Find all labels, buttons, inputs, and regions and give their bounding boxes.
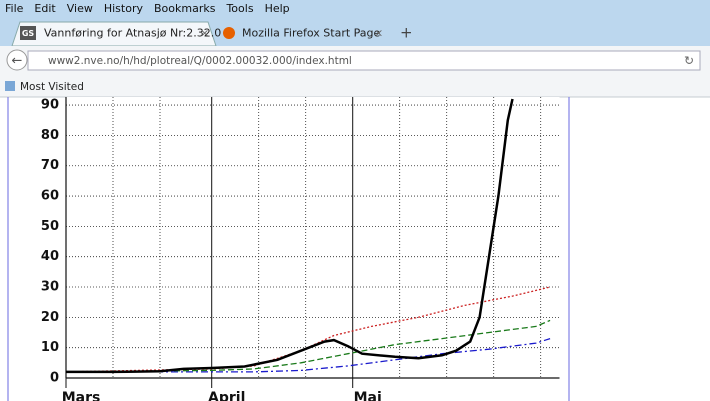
bookmark-icon [5,81,15,91]
series-line [66,337,551,373]
y-tick-label: 50 [41,219,59,234]
y-tick-label: 40 [41,249,59,264]
y-tick-label: 80 [41,128,59,143]
tab-close[interactable]: × [374,27,383,40]
x-tick-label: Mars [62,390,101,401]
y-tick-label: 10 [41,340,59,355]
y-tick-label: 0 [50,371,59,386]
plot-area [66,97,560,378]
series-line [66,98,514,374]
y-tick-label: 70 [41,158,59,173]
back-arrow: ← [12,54,23,69]
url[interactable]: www2.nve.no/h/hd/plotreal/Q/0002.00032.0… [48,55,352,67]
menu-item[interactable]: Tools [225,2,253,15]
y-tick-label: 60 [41,189,59,204]
menu-item[interactable]: Bookmarks [154,2,216,15]
menu-item[interactable]: View [67,2,93,15]
x-tick-label: April [208,390,245,401]
tab-title[interactable]: Vannføring for Atnasjø Nr:2.32.0 [44,27,221,40]
menu-item[interactable]: File [5,2,24,15]
menu-item[interactable]: Help [265,2,290,15]
back-button[interactable] [6,49,28,71]
series-line [65,286,551,373]
series-line [65,319,551,373]
url-bar[interactable] [27,50,701,71]
bookmark[interactable]: Most Visited [20,81,84,93]
y-tick-label: 20 [41,310,59,325]
tab-title[interactable]: Mozilla Firefox Start Page [242,27,381,40]
new-tab[interactable]: + [400,24,413,42]
tab-close[interactable]: × [200,27,209,40]
x-tick-label: Mai [354,390,382,401]
tab-icon-bg [20,26,36,40]
menu-item[interactable]: Edit [34,2,56,15]
chart: 0 10 20 30 40 50 60 70 80 90 Mars April Mai [7,97,570,401]
y-tick-label: 90 [41,98,59,113]
firefox-icon [223,27,235,39]
bookmarks-bar [0,75,710,97]
menu-bar: File Edit View History Bookmarks Tools Help [5,2,290,15]
y-tick-label: 30 [41,280,59,295]
reload[interactable]: ↻ [684,54,694,68]
menu-item[interactable]: History [104,2,144,15]
tab-icon: GS [22,29,35,38]
